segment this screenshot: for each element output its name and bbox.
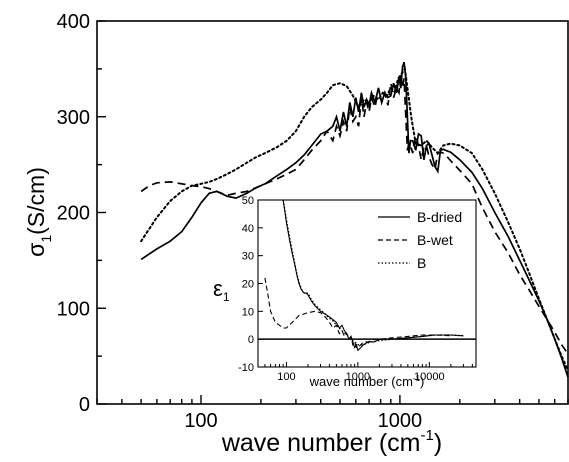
inset-ticks: -10 0 10 20 30 40 50 100 1000 10000 xyxy=(238,195,476,383)
main-series-line-dashed xyxy=(140,73,569,355)
inset-legend: B-dried B-wet B xyxy=(378,209,462,271)
inset-series xyxy=(264,200,464,352)
main-x-axis-label-close: ) xyxy=(434,429,442,457)
inset-series-line-b xyxy=(282,200,464,346)
legend-label-b-dried: B-dried xyxy=(417,209,462,225)
main-x-axis-label: wave number (cm-1) xyxy=(221,427,442,457)
inset-y-tick-label: 0 xyxy=(248,334,254,346)
main-x-tick-label: 1000 xyxy=(378,410,423,432)
main-x-axis-label-text: wave number (cm xyxy=(221,429,421,457)
main-y-axis-label-rest: (S/cm) xyxy=(23,167,49,235)
main-x-tick-label: 100 xyxy=(184,410,217,432)
inset-x-axis-label-text: wave number (cm xyxy=(309,374,413,389)
main-y-tick-label: 100 xyxy=(57,298,90,320)
main-x-axis-label-sup: -1 xyxy=(421,427,434,444)
main-y-axis-label-sub: 1 xyxy=(38,235,54,243)
inset-y-axis-label-sub: 1 xyxy=(223,290,230,304)
inset-series-line-b-wet xyxy=(264,277,451,349)
main-series xyxy=(140,61,569,378)
inset-x-axis-label-sup: -1 xyxy=(413,374,421,383)
inset-x-tick-label: 100 xyxy=(277,371,295,383)
main-y-tick-label: 300 xyxy=(57,107,90,129)
main-y-tick-label: 0 xyxy=(79,394,90,416)
inset-y-axis-label-base: ε xyxy=(213,276,223,301)
main-y-tick-label: 400 xyxy=(57,11,90,33)
inset-x-tick-label: 1000 xyxy=(346,371,370,383)
main-series-line-dotted xyxy=(140,66,569,372)
inset-y-tick-label: 30 xyxy=(242,251,254,263)
main-y-axis-label: σ1(S/cm) xyxy=(23,167,54,257)
inset-y-tick-label: 20 xyxy=(242,279,254,291)
legend-label-b: B xyxy=(417,255,426,271)
main-y-tick-label: 200 xyxy=(57,203,90,225)
inset-y-tick-label: 40 xyxy=(242,223,254,235)
inset-x-tick-label: 10000 xyxy=(414,371,445,383)
main-y-axis-label-base: σ xyxy=(23,243,49,257)
inset-y-tick-label: 50 xyxy=(242,195,254,207)
legend-label-b-wet: B-wet xyxy=(417,232,453,248)
inset-y-axis-label: ε1 xyxy=(213,276,230,304)
inset-x-axis-label-close: ) xyxy=(420,374,424,389)
inset-y-tick-label: -10 xyxy=(238,362,254,374)
inset-y-tick-label: 10 xyxy=(242,306,254,318)
inset-x-axis-label: wave number (cm-1) xyxy=(309,374,425,389)
